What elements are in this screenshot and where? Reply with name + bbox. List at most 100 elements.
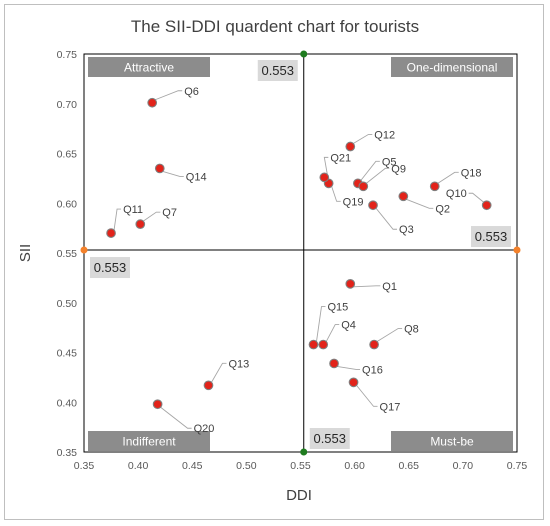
point-q12 [345, 141, 356, 152]
leader-lines [113, 90, 484, 429]
threshold-value-bottom: 0.553 [313, 431, 346, 446]
point-label-q5: Q5 [382, 156, 397, 168]
point-label-q19: Q19 [343, 196, 364, 208]
point-q17 [348, 377, 359, 388]
x-tick-label: 0.65 [399, 460, 420, 472]
leader-line-q21 [323, 156, 329, 175]
leader-line-q19 [331, 186, 341, 202]
point-q8 [369, 339, 379, 350]
point-label-q16: Q16 [362, 364, 383, 376]
x-tick-label: 0.45 [182, 460, 203, 472]
threshold-value-top: 0.553 [261, 63, 294, 78]
leader-line-q14 [162, 170, 184, 177]
point-label-q20: Q20 [194, 423, 215, 435]
leader-line-q20 [160, 406, 192, 429]
threshold-lines: 0.553 0.553 0.553 0.553 [80, 50, 521, 456]
point-label-q9: Q9 [391, 163, 406, 175]
leader-line-q8 [376, 328, 403, 342]
threshold-value-left: 0.553 [94, 260, 127, 275]
leader-line-q18 [437, 171, 459, 184]
point-q9 [358, 181, 369, 192]
x-tick-label: 0.60 [344, 460, 365, 472]
tick-labels: 0.35 0.40 0.45 0.50 0.55 0.60 0.65 0.70 0.75 0.35… [57, 49, 528, 472]
leader-line-q15 [316, 306, 326, 342]
point-label-q3: Q3 [399, 224, 414, 236]
point-label-q4: Q4 [341, 320, 356, 332]
leader-line-q2 [406, 198, 434, 209]
point-label-q14: Q14 [186, 171, 207, 183]
leader-line-q9 [366, 167, 390, 184]
leader-line-q10 [468, 192, 484, 203]
point-q10 [481, 200, 492, 211]
point-q1 [345, 278, 356, 289]
x-tick-label: 0.40 [128, 460, 149, 472]
point-q4 [318, 339, 329, 350]
x-tick-label: 0.50 [236, 460, 257, 472]
y-tick-label: 0.60 [57, 198, 78, 210]
leader-line-q6 [155, 90, 183, 101]
threshold-marker-bottom [300, 448, 308, 456]
y-tick-label: 0.45 [57, 348, 78, 360]
quadrant-box-bottom-right [391, 431, 513, 451]
point-label-q12: Q12 [374, 130, 395, 142]
quadrant-label-top-left: Attractive [124, 61, 174, 75]
y-tick-label: 0.65 [57, 149, 78, 161]
point-label-q21: Q21 [330, 152, 351, 164]
data-points: Q1 Q2 Q3 Q4 Q5 Q6 Q7 Q8 Q9 Q10 Q11 Q12 Q13 Q14 Q15 Q16 Q… [106, 86, 492, 435]
y-tick-label: 0.40 [57, 397, 78, 409]
threshold-marker-right [513, 246, 521, 254]
quadrant-label-top-right: One-dimensional [407, 61, 498, 75]
quadrant-label-bottom-right: Must-be [430, 435, 474, 449]
x-tick-label: 0.35 [74, 460, 95, 472]
point-label-q15: Q15 [327, 302, 348, 314]
x-tick-label: 0.70 [453, 460, 474, 472]
point-label-q8: Q8 [404, 324, 419, 336]
point-q13 [203, 380, 214, 391]
quadrant-box-top-right [391, 57, 513, 77]
point-q3 [368, 200, 378, 211]
leader-line-q3 [375, 207, 398, 230]
point-label-q6: Q6 [184, 86, 199, 98]
point-q11 [106, 228, 116, 238]
point-label-q1: Q1 [382, 281, 397, 293]
chart-frame [4, 4, 544, 520]
point-q2 [398, 191, 409, 202]
y-tick-label: 0.55 [57, 248, 78, 260]
point-label-q17: Q17 [380, 401, 401, 413]
quadrant-box-bottom-left [88, 431, 210, 451]
y-tick-label: 0.50 [57, 298, 78, 310]
threshold-value-left-box [90, 257, 130, 279]
chart-title: The SII-DDI quardent chart for tourists [131, 17, 419, 36]
point-q14 [154, 163, 165, 174]
leader-line-q7 [143, 211, 161, 222]
leader-line-q11 [113, 208, 122, 231]
threshold-value-right: 0.553 [475, 229, 508, 244]
plot-area [83, 53, 518, 453]
threshold-value-top-box [257, 60, 298, 81]
threshold-value-bottom-box [309, 428, 350, 449]
quadrant-label-bottom-left: Indifferent [122, 435, 176, 449]
point-q15 [308, 339, 319, 350]
leader-line-q5 [360, 160, 380, 181]
x-tick-label: 0.75 [507, 460, 528, 472]
quadrant-labels: Attractive One-dimensional Indifferent Must… [88, 57, 513, 451]
point-q21 [319, 172, 330, 183]
y-axis-label: SII [17, 244, 34, 262]
threshold-value-right-box [471, 226, 511, 248]
point-q16 [329, 358, 339, 369]
x-axis-label: DDI [286, 487, 312, 504]
x-tick-label: 0.55 [290, 460, 311, 472]
y-tick-label: 0.70 [57, 99, 78, 111]
y-tick-label: 0.75 [57, 49, 78, 61]
leader-line-q16 [336, 366, 361, 370]
point-label-q13: Q13 [228, 358, 249, 370]
point-label-q2: Q2 [435, 203, 450, 215]
point-label-q10: Q10 [446, 188, 467, 200]
leader-line-q12 [353, 134, 373, 144]
point-label-q11: Q11 [123, 204, 143, 216]
threshold-marker-top [300, 50, 308, 58]
point-q6 [147, 97, 158, 108]
leader-line-q1 [353, 285, 381, 288]
point-q7 [135, 219, 146, 229]
